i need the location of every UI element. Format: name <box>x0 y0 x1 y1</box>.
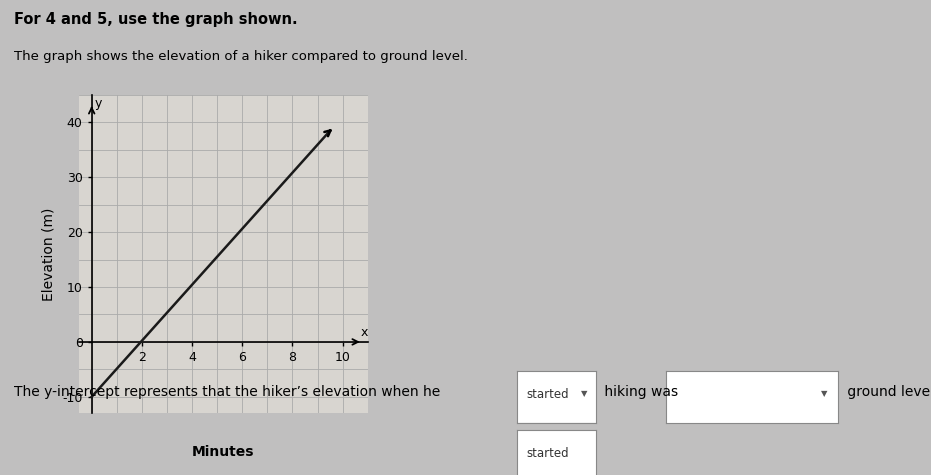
Text: x: x <box>360 325 368 339</box>
Text: y: y <box>94 97 101 110</box>
X-axis label: Minutes: Minutes <box>192 445 255 459</box>
Text: started: started <box>526 388 569 400</box>
Text: The graph shows the elevation of a hiker compared to ground level.: The graph shows the elevation of a hiker… <box>14 50 468 63</box>
Text: The y-intercept represents that the hiker’s elevation when he: The y-intercept represents that the hike… <box>14 385 445 399</box>
Text: For 4 and 5, use the graph shown.: For 4 and 5, use the graph shown. <box>14 12 298 27</box>
Text: hiking was: hiking was <box>600 385 679 399</box>
Y-axis label: Elevation (m): Elevation (m) <box>41 208 55 301</box>
Text: started: started <box>526 440 569 453</box>
Text: ▼: ▼ <box>581 390 587 399</box>
Text: started: started <box>526 447 569 460</box>
Text: ▼: ▼ <box>821 390 828 399</box>
Text: ground level: ground level <box>843 385 931 399</box>
